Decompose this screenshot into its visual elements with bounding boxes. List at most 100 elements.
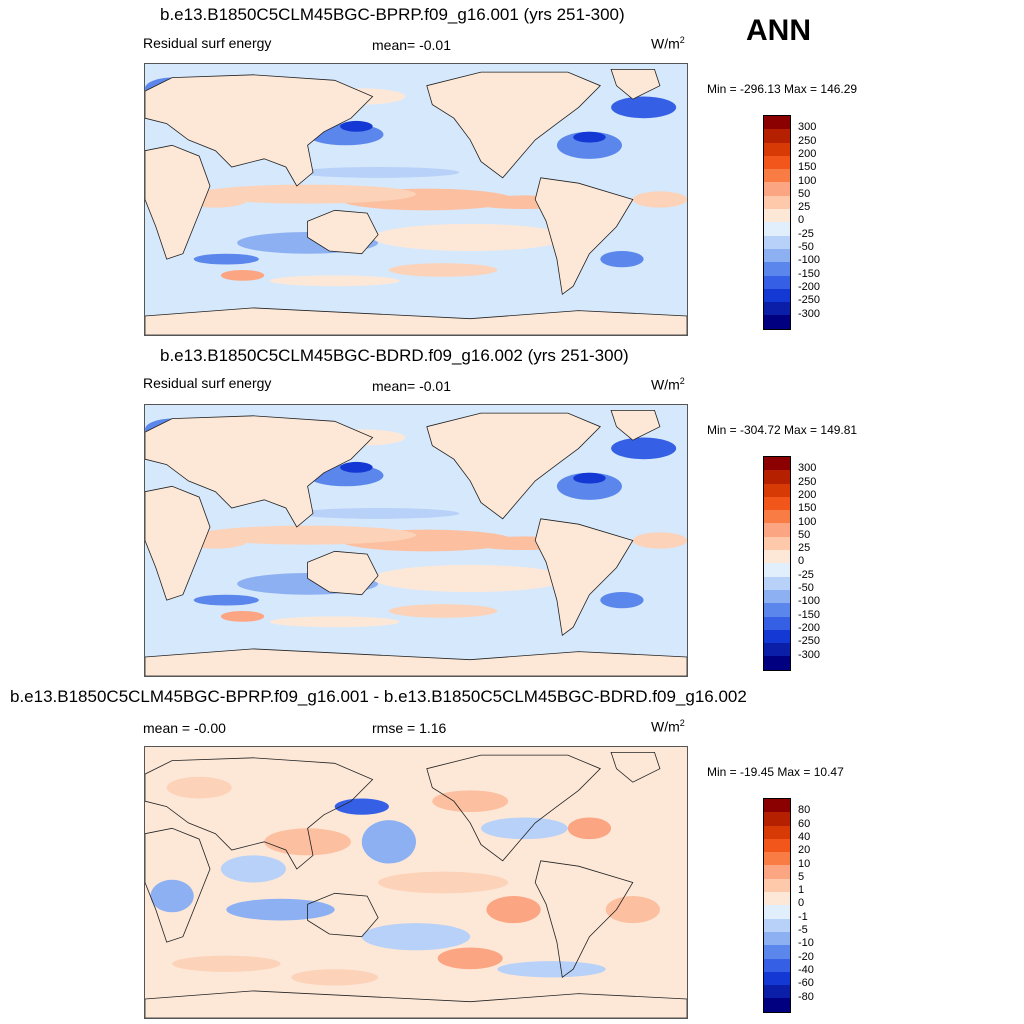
colorbar-tick-label: 50 <box>798 187 811 200</box>
panel-3-title: b.e13.B1850C5CLM45BGC-BPRP.f09_g16.001 -… <box>10 687 747 706</box>
anomaly-contour <box>486 896 541 924</box>
coastline <box>145 648 687 676</box>
panel-2-mean-label: mean= -0.01 <box>372 378 451 394</box>
colorbar-segment <box>764 536 790 551</box>
colorbar-segment <box>764 603 790 617</box>
colorbar-tick-label: 250 <box>798 475 817 488</box>
colorbar-tick-label: 10 <box>798 857 811 870</box>
map-plot <box>145 747 687 1018</box>
coastline <box>145 990 687 1018</box>
colorbar-segment <box>764 262 790 276</box>
colorbar-tick-label: -200 <box>798 621 821 634</box>
colorbar-segment <box>764 510 790 524</box>
colorbar-box <box>763 115 791 330</box>
anomaly-contour <box>220 269 265 281</box>
colorbar-segment <box>764 865 790 879</box>
colorbar-tick-label: -25 <box>798 568 814 581</box>
colorbar-tick-label: -200 <box>798 280 821 293</box>
colorbar-segment <box>764 825 790 839</box>
colorbar-segment <box>764 169 790 183</box>
map-plot <box>145 405 687 676</box>
colorbar-segment <box>764 643 790 657</box>
coastline <box>534 860 634 979</box>
anomaly-contour <box>361 923 471 951</box>
colorbar-tick-label: 25 <box>798 542 811 555</box>
coastline <box>145 827 211 943</box>
coastline <box>145 307 687 335</box>
anomaly-contour <box>291 969 379 986</box>
colorbar-tick-label: -300 <box>798 307 821 320</box>
coastline <box>145 485 211 601</box>
colorbar-tick-label: 300 <box>798 121 817 134</box>
colorbar-tick-label: 1 <box>798 884 805 897</box>
panel-2-title: b.e13.B1850C5CLM45BGC-BDRD.f09_g16.002 (… <box>160 346 629 365</box>
coastline <box>145 757 374 870</box>
coastline <box>307 550 379 596</box>
anomaly-contour <box>193 253 259 265</box>
panel-2-map <box>144 404 688 677</box>
panel-2-units: W/m2 <box>651 376 685 393</box>
colorbar-tick-label: 200 <box>798 488 817 501</box>
coastline <box>534 177 634 296</box>
colorbar-tick-label: -5 <box>798 924 808 936</box>
colorbar-tick-label: -150 <box>798 608 821 621</box>
anomaly-contour <box>150 879 194 913</box>
anomaly-contour <box>388 604 498 618</box>
colorbar-segment <box>764 550 790 564</box>
colorbar-tick-label: 200 <box>798 147 817 160</box>
colorbar-tick-label: -80 <box>798 990 814 1003</box>
colorbar-segment <box>764 589 790 604</box>
panel-1-map <box>144 63 688 336</box>
coastline <box>610 69 661 100</box>
colorbar-segment <box>764 248 790 263</box>
coastline <box>534 518 634 637</box>
panel-3-minmax: Min = -19.45 Max = 10.47 <box>707 765 844 779</box>
anomaly-contour <box>172 955 281 972</box>
colorbar-tick-label: -50 <box>798 582 814 594</box>
colorbar-tick-label: 300 <box>798 462 817 475</box>
colorbar-segment <box>764 235 790 249</box>
colorbar-segment <box>764 629 790 644</box>
colorbar-segment <box>764 616 790 630</box>
anomaly-contour <box>600 591 644 609</box>
colorbar-segment <box>764 288 790 303</box>
anomaly-contour <box>199 184 416 204</box>
panel-3-mean-label: mean = -0.00 <box>143 720 226 736</box>
anomaly-contour <box>220 610 265 622</box>
anomaly-contour <box>378 871 509 894</box>
colorbar-tick-label: 0 <box>798 897 805 910</box>
anomaly-contour <box>372 564 568 592</box>
coastline <box>426 412 602 520</box>
panel-2-variable-label: Residual surf energy <box>143 375 272 391</box>
anomaly-contour <box>556 131 622 159</box>
colorbar-segment <box>764 958 790 972</box>
coastline <box>426 754 602 862</box>
colorbar-segment <box>764 838 790 853</box>
colorbar-tick-label: -250 <box>798 294 821 307</box>
colorbar-segment <box>764 576 790 590</box>
colorbar-tick-label: 50 <box>798 528 811 541</box>
anomaly-contour <box>432 790 509 813</box>
colorbar-tick-label: -25 <box>798 227 814 240</box>
colorbar-segment <box>764 523 790 537</box>
colorbar-tick-label: -100 <box>798 595 821 608</box>
panel-3-rmse-label: rmse = 1.16 <box>372 720 447 736</box>
colorbar-tick-label: -300 <box>798 648 821 661</box>
colorbar-segment <box>764 799 790 813</box>
anomaly-contour <box>372 223 568 251</box>
anomaly-contour <box>567 817 612 840</box>
anomaly-contour <box>199 525 416 545</box>
colorbar-segment <box>764 852 790 866</box>
colorbar-segment <box>764 275 790 289</box>
colorbar-tick-label: -20 <box>798 950 814 963</box>
coastline <box>426 71 602 179</box>
colorbar-segment <box>764 985 790 999</box>
colorbar-segment <box>764 129 790 143</box>
coastline <box>145 74 374 187</box>
colorbar-segment <box>764 878 790 893</box>
anomaly-contour <box>220 855 286 883</box>
colorbar-tick-label: -1 <box>798 910 808 923</box>
colorbar-segment <box>764 116 790 130</box>
coastline <box>307 892 379 938</box>
panel-1-mean-label: mean= -0.01 <box>372 37 451 53</box>
